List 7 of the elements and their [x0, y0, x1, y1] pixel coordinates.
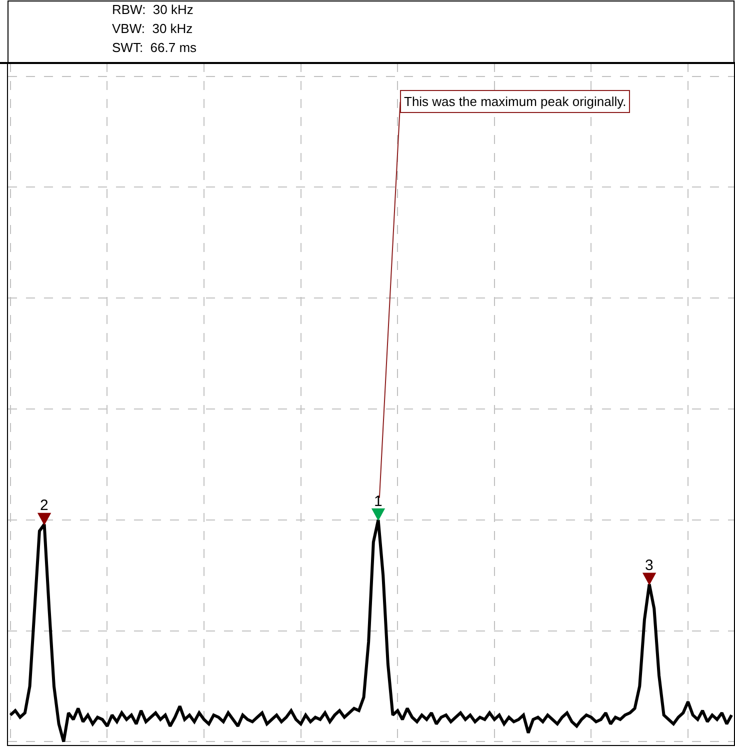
- text: 1: [374, 493, 382, 510]
- text: SWT: 66.7 ms: [112, 40, 198, 55]
- text: This was the maximum peak originally.: [404, 94, 626, 109]
- annotation: 3: [645, 557, 654, 574]
- text: RBW: 30 kHz: [112, 2, 194, 17]
- text: VBW: 30 kHz: [112, 21, 193, 36]
- text: 2: [40, 497, 48, 514]
